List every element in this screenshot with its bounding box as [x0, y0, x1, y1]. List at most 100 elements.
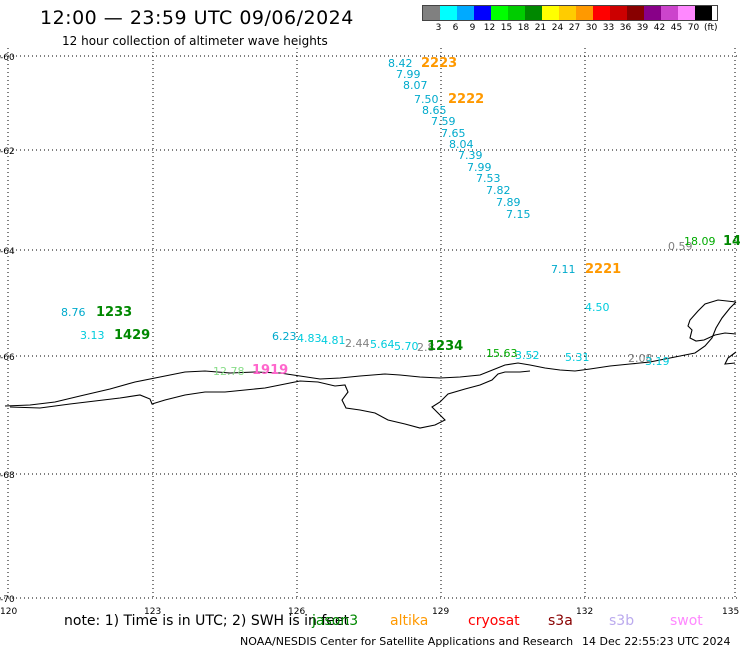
- colorbar-tick: 30: [585, 23, 598, 33]
- wave-height-label: 12.78: [213, 365, 245, 378]
- pass-time-label: 1233: [96, 305, 132, 320]
- chart-subtitle: 12 hour collection of altimeter wave hei…: [62, 34, 328, 48]
- wave-height-label: 5.31: [565, 351, 590, 364]
- wave-height-label: 7.39: [458, 149, 483, 162]
- antarctic-coastline: [4, 299, 737, 429]
- colorbar-tick: 12: [483, 23, 496, 33]
- wave-height-label: 15.63: [486, 347, 518, 360]
- pass-time-label: 2222: [448, 92, 484, 107]
- colorbar-swatch: [678, 6, 695, 20]
- colorbar-tick: 33: [602, 23, 615, 33]
- wave-height-label: 7.50: [414, 93, 439, 106]
- wave-height-label: 8.65: [422, 104, 447, 117]
- colorbar-tick: 15: [500, 23, 513, 33]
- wave-height-label: 8.76: [61, 306, 86, 319]
- wave-height-label: 8.42: [388, 57, 413, 70]
- lon-label: 135: [722, 607, 739, 617]
- colorbar-tick: 27: [568, 23, 581, 33]
- colorbar-swatch: [627, 6, 644, 20]
- wave-height-colorbar: 3 6 9 12 15 18 21 24 27 30 33 36 39 42 45 70 (ft): [422, 5, 718, 33]
- footer-note: note: 1) Time is in UTC; 2) SWH is in fe…: [64, 613, 350, 629]
- wave-height-label: 8.07: [403, 79, 428, 92]
- lat-label: -68: [0, 471, 15, 481]
- wave-height-label: 7.11: [551, 263, 576, 276]
- map-grid: [0, 48, 740, 600]
- pass-time-label: 14: [723, 234, 740, 249]
- credit-line: NOAA/NESDIS Center for Satellite Applica…: [240, 635, 574, 648]
- wave-height-label: 4.50: [585, 301, 610, 314]
- pass-time-label: 1919: [252, 363, 288, 378]
- colorbar-tick: 70: [687, 23, 700, 33]
- lon-label: 123: [144, 607, 161, 617]
- colorbar-unit: (ft): [704, 23, 718, 33]
- wave-height-label: 4.81: [321, 334, 346, 347]
- wave-height-label: 3.52: [515, 349, 540, 362]
- lon-label: 129: [432, 607, 449, 617]
- colorbar-swatches: [422, 5, 718, 21]
- pass-time-label: 2223: [421, 56, 457, 71]
- colorbar-swatch: [474, 6, 491, 20]
- colorbar-swatch: [525, 6, 542, 20]
- lat-label: -66: [0, 353, 15, 363]
- colorbar-tick: 45: [670, 23, 683, 33]
- satellite-legend-item: altika: [390, 613, 429, 629]
- lon-label: 120: [0, 607, 17, 617]
- colorbar-tick: 21: [534, 23, 547, 33]
- colorbar-swatch: [423, 6, 440, 20]
- wave-height-label: 8.04: [449, 138, 474, 151]
- wave-height-label: 7.99: [396, 68, 421, 81]
- wave-height-label: 0.59: [668, 240, 693, 253]
- generated-timestamp: 14 Dec 22:55:23 UTC 2024: [582, 635, 731, 648]
- colorbar-swatch: [508, 6, 525, 20]
- colorbar-swatch: [644, 6, 661, 20]
- colorbar-swatch: [440, 6, 457, 20]
- wave-height-label: 2.08: [628, 352, 653, 365]
- colorbar-tick: 9: [469, 23, 476, 33]
- wave-height-label: 2.44: [345, 337, 370, 350]
- colorbar-swatch: [542, 6, 559, 20]
- colorbar-tick: 39: [636, 23, 649, 33]
- colorbar-tick: 24: [551, 23, 564, 33]
- colorbar-tick: 3: [435, 23, 442, 33]
- wave-height-label: 3.19: [645, 355, 670, 368]
- wave-height-label: 3.13: [80, 329, 105, 342]
- wave-height-label: 7.82: [486, 184, 511, 197]
- wave-height-label: 7.59: [431, 115, 456, 128]
- lat-label: -62: [0, 147, 15, 157]
- colorbar-swatch: [457, 6, 474, 20]
- wave-height-label: 4.83: [297, 332, 322, 345]
- wave-height-label: 7.53: [476, 172, 501, 185]
- pass-time-label: 1234: [427, 339, 463, 354]
- colorbar-swatch: [576, 6, 593, 20]
- satellite-legend-item: cryosat: [468, 613, 520, 629]
- lat-label: -70: [0, 595, 15, 605]
- coastline-east: [687, 299, 737, 342]
- wave-height-label: 5.70: [394, 340, 419, 353]
- lat-label: -64: [0, 247, 15, 257]
- wave-height-label: 7.65: [441, 127, 466, 140]
- wave-height-label: 2.8: [417, 341, 435, 354]
- colorbar-tick: 6: [452, 23, 459, 33]
- wave-height-label: 6.23: [272, 330, 297, 343]
- satellite-legend-item: swot: [670, 613, 703, 629]
- colorbar-tick: 36: [619, 23, 632, 33]
- coastline-main: [4, 301, 737, 407]
- wave-height-label: 7.99: [467, 161, 492, 174]
- colorbar-tick: 18: [517, 23, 530, 33]
- colorbar-swatch: [695, 6, 712, 20]
- colorbar-tick: 42: [653, 23, 666, 33]
- satellite-legend-item: s3b: [609, 613, 635, 629]
- wave-height-label: 18.09: [684, 235, 716, 248]
- pass-time-label: 2221: [585, 262, 621, 277]
- axis-labels: 120 123 126 129 132 135 -60 -62 -64 -66 -68 -70: [0, 53, 739, 617]
- pass-time-label: 1429: [114, 328, 150, 343]
- colorbar-swatch: [610, 6, 627, 20]
- colorbar-ticks: 3 6 9 12 15 18 21 24 27 30 33 36 39 42 45 70 (ft): [422, 23, 718, 33]
- satellite-legend-item: jason3: [312, 613, 359, 629]
- colorbar-swatch: [491, 6, 508, 20]
- colorbar-swatch: [559, 6, 576, 20]
- lat-label: -60: [0, 53, 15, 63]
- satellite-legend-item: s3a: [548, 613, 573, 629]
